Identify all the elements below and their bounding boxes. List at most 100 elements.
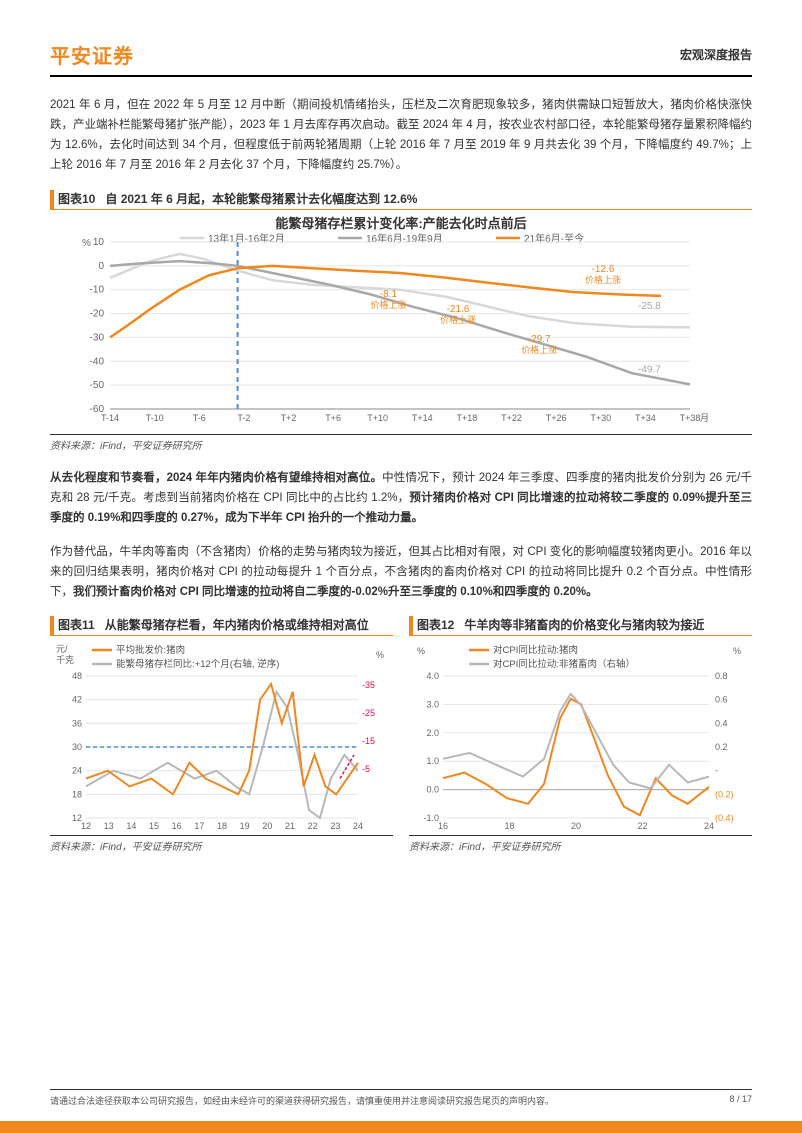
svg-text:T-6: T-6 [193,413,206,423]
svg-text:18: 18 [217,821,227,831]
svg-text:0.2: 0.2 [715,742,728,752]
svg-text:21年6月-至今: 21年6月-至今 [524,232,584,245]
svg-text:-10: -10 [90,284,105,295]
chart12-col: 图表12 牛羊肉等非猪畜肉的价格变化与猪肉较为接近 对CPI同比拉动:猪肉对CP… [409,616,752,869]
svg-text:2.0: 2.0 [426,728,439,738]
svg-text:18: 18 [72,790,82,800]
chart12-num: 图表12 [417,618,454,632]
svg-text:20: 20 [571,821,581,831]
svg-text:T+26: T+26 [546,413,567,423]
svg-text:-: - [715,766,718,776]
svg-text:23: 23 [330,821,340,831]
svg-text:22: 22 [308,821,318,831]
page-footer: 请通过合法途径获取本公司研究报告，如经由未经许可的渠道获得研究报告，请慎重使用并… [50,1089,752,1107]
svg-text:T+18: T+18 [457,413,478,423]
svg-text:-15: -15 [362,736,375,746]
svg-text:-50: -50 [90,380,105,391]
svg-text:13: 13 [104,821,114,831]
svg-text:T+34: T+34 [635,413,656,423]
svg-text:17: 17 [194,821,204,831]
svg-text:18: 18 [504,821,514,831]
svg-text:42: 42 [72,695,82,705]
svg-text:24: 24 [353,821,363,831]
svg-text:T-2: T-2 [237,413,250,423]
svg-text:%: % [376,650,384,660]
svg-text:16: 16 [438,821,448,831]
chart10-num: 图表10 [58,192,95,206]
svg-text:T+2: T+2 [281,413,297,423]
svg-text:-21.6: -21.6 [447,304,470,315]
svg-text:价格上涨: 价格上涨 [440,314,476,325]
chart10-svg: 能繁母猪存栏累计变化率:产能去化时点前后13年1月-16年2月16年6月-19年… [50,214,752,434]
svg-text:平均批发价:猪肉: 平均批发价:猪肉 [116,644,185,656]
logo: 平安证券 [50,40,134,69]
svg-text:15: 15 [149,821,159,831]
chart12-source: 资料来源：iFind，平安证券研究所 [409,835,752,853]
svg-text:T+10: T+10 [367,413,388,423]
svg-text:20: 20 [262,821,272,831]
chart11-source: 资料来源：iFind，平安证券研究所 [50,835,393,853]
svg-text:36: 36 [72,719,82,729]
svg-text:月: 月 [700,413,709,423]
paragraph-3: 作为替代品，牛羊肉等畜肉（不含猪肉）价格的走势与猪肉较为接近，但其占比相对有限，… [50,542,752,602]
para3-bold: 我们预计畜肉价格对 CPI 同比增速的拉动将自二季度的-0.02%升至三季度的 … [73,586,598,598]
svg-text:(0.2): (0.2) [715,790,734,800]
svg-text:-8.1: -8.1 [380,289,398,300]
svg-text:(0.4): (0.4) [715,813,734,823]
svg-text:元/: 元/ [56,644,68,654]
chart12-title: 牛羊肉等非猪畜肉的价格变化与猪肉较为接近 [464,618,704,632]
svg-text:30: 30 [72,742,82,752]
bottom-accent-bar [0,1121,802,1133]
svg-text:T+38: T+38 [680,413,701,423]
svg-text:4.0: 4.0 [426,671,439,681]
chart11-title: 从能繁母猪存栏看，年内猪肉价格或维持相对高位 [105,618,369,632]
svg-text:T+14: T+14 [412,413,433,423]
svg-text:T+22: T+22 [501,413,522,423]
svg-text:0.0: 0.0 [426,785,439,795]
chart10-container: 能繁母猪存栏累计变化率:产能去化时点前后13年1月-16年2月16年6月-19年… [50,214,752,434]
svg-text:T+6: T+6 [325,413,341,423]
svg-text:-1.0: -1.0 [423,813,439,823]
svg-text:0: 0 [98,260,104,271]
svg-text:T+30: T+30 [590,413,611,423]
svg-text:22: 22 [637,821,647,831]
svg-text:0.4: 0.4 [715,719,728,729]
footer-disclaimer: 请通过合法途径获取本公司研究报告，如经由未经许可的渠道获得研究报告，请慎重使用并… [50,1094,554,1107]
svg-text:21: 21 [285,821,295,831]
chart11-num: 图表11 [58,618,95,632]
svg-text:对CPI同比拉动:猪肉: 对CPI同比拉动:猪肉 [493,644,578,656]
svg-text:13年1月-16年2月: 13年1月-16年2月 [208,232,285,245]
svg-text:对CPI同比拉动:非猪畜肉（右轴）: 对CPI同比拉动:非猪畜肉（右轴） [493,658,635,670]
svg-text:T-14: T-14 [101,413,119,423]
svg-text:价格上涨: 价格上涨 [521,344,557,355]
page-header: 平安证券 宏观深度报告 [50,40,752,77]
para2-lead: 从去化程度和节奏看，2024 年年内猪肉价格有望维持相对高位。 [50,472,382,484]
paragraph-2: 从去化程度和节奏看，2024 年年内猪肉价格有望维持相对高位。中性情况下，预计 … [50,468,752,528]
svg-text:1.0: 1.0 [426,756,439,766]
svg-text:%: % [82,238,91,249]
report-type: 宏观深度报告 [680,46,752,63]
svg-text:价格上涨: 价格上涨 [585,274,621,285]
svg-text:-5: -5 [362,764,370,774]
svg-text:价格上涨: 价格上涨 [370,299,406,310]
svg-text:%: % [417,646,425,656]
svg-text:0.8: 0.8 [715,671,728,681]
svg-text:48: 48 [72,671,82,681]
svg-text:千克: 千克 [56,655,74,665]
footer-page: 8 / 17 [729,1094,752,1107]
svg-text:-25.8: -25.8 [638,300,661,311]
svg-text:24: 24 [704,821,714,831]
chart-row: 图表11 从能繁母猪存栏看，年内猪肉价格或维持相对高位 平均批发价:猪肉能繁母猪… [50,616,752,869]
chart12-svg: 对CPI同比拉动:猪肉对CPI同比拉动:非猪畜肉（右轴）%%4.03.02.01… [409,640,752,835]
svg-text:-40: -40 [90,356,105,367]
chart10-title-bar: 图表10 自 2021 年 6 月起，本轮能繁母猪累计去化幅度达到 12.6% [50,190,752,210]
svg-text:3.0: 3.0 [426,700,439,710]
svg-text:16年6月-19年9月: 16年6月-19年9月 [366,232,443,245]
svg-text:14: 14 [126,821,136,831]
chart12-title-bar: 图表12 牛羊肉等非猪畜肉的价格变化与猪肉较为接近 [409,616,752,636]
svg-text:10: 10 [93,237,105,248]
svg-text:0.6: 0.6 [715,695,728,705]
chart11-col: 图表11 从能繁母猪存栏看，年内猪肉价格或维持相对高位 平均批发价:猪肉能繁母猪… [50,616,393,869]
svg-text:19: 19 [240,821,250,831]
svg-text:-25: -25 [362,708,375,718]
